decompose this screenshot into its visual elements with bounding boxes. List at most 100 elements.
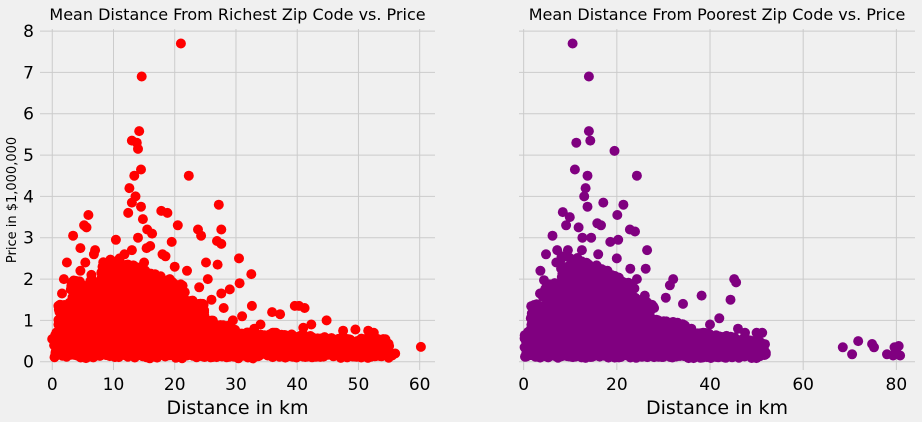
scatter-point xyxy=(377,346,388,357)
scatter-point xyxy=(126,245,137,256)
scatter-points xyxy=(47,38,426,364)
scatter-point xyxy=(53,319,64,330)
scatter-point xyxy=(338,325,349,336)
scatter-point xyxy=(179,335,190,346)
x-tick-labels: 0 10 20 30 40 50 60 xyxy=(47,375,431,395)
scatter-point xyxy=(61,257,72,268)
scatter-point xyxy=(134,126,145,137)
scatter-point xyxy=(172,220,183,231)
y-tick-label: 1 xyxy=(23,311,34,331)
scatter-point xyxy=(129,170,140,181)
x-tick-label: 40 xyxy=(286,375,308,395)
scatter-point xyxy=(182,265,192,276)
scatter-point xyxy=(371,336,382,347)
scatter-point xyxy=(133,232,143,243)
scatter-point xyxy=(369,350,380,361)
scatter-point xyxy=(194,282,205,293)
scatter-point xyxy=(139,257,150,268)
scatter-point xyxy=(207,326,217,337)
scatter-point xyxy=(175,290,186,301)
scatter-point xyxy=(157,249,168,260)
shared-y-axis-label: Price in $1,000,000 xyxy=(5,137,20,263)
scatter-point xyxy=(110,234,121,245)
scatter-point xyxy=(114,253,125,264)
scatter-point xyxy=(127,319,138,330)
scatter-point xyxy=(415,341,426,352)
scatter-point xyxy=(96,278,107,289)
scatter-point xyxy=(71,286,82,297)
y-tick-label: 6 xyxy=(23,105,34,125)
scatter-point xyxy=(175,279,186,290)
scatter-point xyxy=(131,300,142,310)
x-tick-label: 50 xyxy=(348,375,370,395)
scatter-point xyxy=(218,303,229,313)
scatter-point xyxy=(216,288,227,299)
scatter-point xyxy=(75,243,86,254)
scatter-point xyxy=(107,293,118,304)
x-tick-label: 20 xyxy=(606,375,628,395)
y-tick-label: 5 xyxy=(23,146,34,166)
scatter-point xyxy=(178,314,189,325)
y-tick-label: 7 xyxy=(23,63,34,83)
scatter-point xyxy=(390,348,401,359)
scatter-point xyxy=(171,305,182,316)
scatter-point xyxy=(93,290,104,301)
scatter-point xyxy=(77,294,88,305)
scatter-point xyxy=(83,210,94,220)
scatter-point xyxy=(242,340,253,351)
scatter-point xyxy=(57,288,67,299)
scatter-point xyxy=(216,238,227,249)
scatter-point xyxy=(56,345,67,356)
scatter-point xyxy=(237,311,248,322)
scatter-point xyxy=(86,319,97,330)
grid-lines xyxy=(40,29,435,370)
scatter-point xyxy=(298,322,309,333)
scatter-point xyxy=(84,282,94,293)
scatter-point xyxy=(255,335,266,346)
scatter-point xyxy=(108,274,119,285)
x-tick-label: 10 xyxy=(103,375,125,395)
scatter-point xyxy=(294,300,304,311)
scatter-point xyxy=(123,207,134,218)
scatter-point xyxy=(145,241,156,251)
scatter-point xyxy=(234,253,244,264)
scatter-point xyxy=(216,224,227,235)
scatter-point xyxy=(75,265,86,276)
x-tick-label: 20 xyxy=(164,375,186,395)
scatter-point xyxy=(162,207,173,218)
scatter-point xyxy=(164,274,175,285)
scatter-point xyxy=(86,269,97,280)
scatter-point xyxy=(169,261,180,272)
y-tick-label: 2 xyxy=(23,270,34,290)
scatter-point xyxy=(70,347,81,358)
scatter-point xyxy=(86,337,97,348)
scatter-point xyxy=(233,338,243,349)
x-tick-label: 30 xyxy=(225,375,247,395)
x-tick-label: 60 xyxy=(792,375,814,395)
scatter-point xyxy=(212,259,223,270)
scatter-point xyxy=(202,274,213,285)
scatter-point xyxy=(246,269,257,280)
scatter-point xyxy=(136,71,147,82)
y-tick-label: 3 xyxy=(23,229,34,249)
scatter-point xyxy=(183,170,194,181)
chart-title: Mean Distance From Richest Zip Code vs. … xyxy=(49,5,425,24)
scatter-point xyxy=(267,327,278,338)
scatter-point xyxy=(175,38,186,49)
scatter-point xyxy=(214,341,225,351)
scatter-point xyxy=(100,332,111,343)
scatter-point xyxy=(156,284,167,295)
x-tick-label: 0 xyxy=(518,375,529,395)
scatter-point xyxy=(81,222,92,233)
scatter-point xyxy=(249,323,260,334)
scatter-point xyxy=(162,312,173,323)
y-tick-label: 4 xyxy=(23,187,34,207)
scatter-point xyxy=(137,214,148,225)
scatter-point xyxy=(201,257,211,268)
scatter-point xyxy=(130,271,141,281)
scatter-point xyxy=(65,307,76,318)
scatter-point xyxy=(135,283,145,294)
scatter-point xyxy=(124,183,135,194)
scatter-point xyxy=(196,323,207,334)
